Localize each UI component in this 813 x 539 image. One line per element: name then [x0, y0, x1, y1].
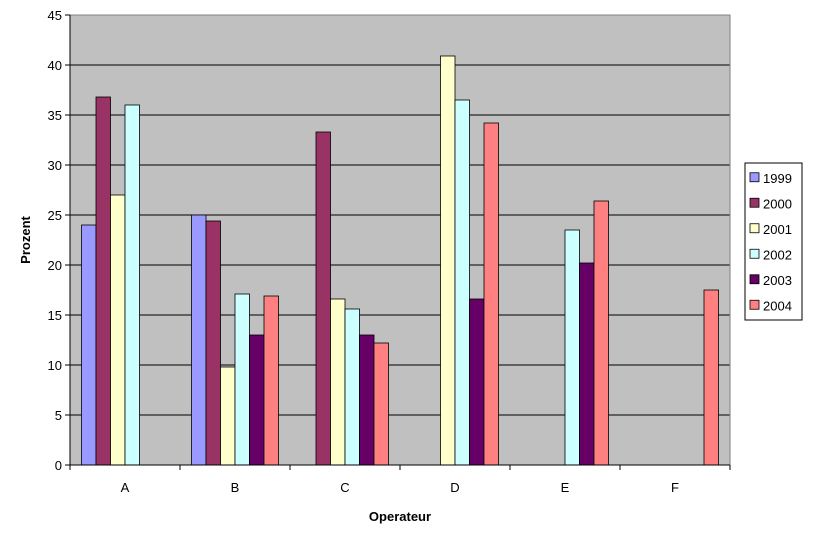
y-tick-label: 20 — [48, 258, 62, 273]
x-tick-label: D — [450, 480, 459, 495]
legend-label-2000: 2000 — [763, 196, 792, 211]
x-tick-labels: A B C D E F — [121, 480, 679, 495]
bar-2003-C — [359, 334, 375, 466]
bar-2000-C — [315, 131, 331, 466]
x-tick-label: E — [561, 480, 570, 495]
bar-2004-D — [483, 122, 499, 466]
legend-swatch-2001 — [749, 223, 760, 234]
bar-2002-E — [564, 229, 580, 466]
y-tick-label: 25 — [48, 208, 62, 223]
y-tick-label: 10 — [48, 358, 62, 373]
bar-2004-E — [593, 200, 609, 466]
plot-area — [70, 15, 730, 465]
bar-2000-B — [205, 220, 221, 466]
y-axis-title: Prozent — [18, 215, 33, 263]
bar-2003-E — [579, 262, 595, 466]
legend-label-2003: 2003 — [763, 273, 792, 288]
bar-2003-D — [469, 298, 485, 466]
y-tick-label: 35 — [48, 108, 62, 123]
bar-2004-C — [373, 342, 389, 466]
legend-box — [744, 162, 803, 321]
legend-swatch-2004 — [749, 299, 760, 310]
y-tick-label: 5 — [55, 408, 62, 423]
x-tick-label: F — [671, 480, 679, 495]
bar-2004-F — [703, 289, 719, 466]
legend-label-1999: 1999 — [763, 171, 792, 186]
bar-2002-C — [344, 308, 360, 466]
legend-swatch-2002 — [749, 248, 760, 259]
legend: 1999 2000 2001 2002 2003 2004 — [744, 162, 803, 321]
bar-2002-A — [124, 104, 140, 466]
bar-2001-C — [330, 298, 346, 466]
bar-2004-B — [263, 295, 279, 466]
bar-2001-B — [220, 366, 236, 466]
x-tick-label: B — [231, 480, 240, 495]
bar-1999-A — [81, 224, 97, 466]
legend-label-2001: 2001 — [763, 222, 792, 237]
y-tick-label: 0 — [55, 458, 62, 473]
y-tick-labels: 0 5 10 15 20 25 30 35 40 45 — [48, 8, 62, 473]
legend-label-2004: 2004 — [763, 298, 792, 313]
bar-2000-A — [95, 96, 111, 466]
bar-2001-D — [440, 55, 456, 466]
y-tick-label: 40 — [48, 58, 62, 73]
y-tick-label: 15 — [48, 308, 62, 323]
bar-2003-B — [249, 334, 265, 466]
bar-2002-B — [234, 293, 250, 466]
legend-label-2002: 2002 — [763, 247, 792, 262]
x-tick-label: C — [340, 480, 349, 495]
y-tick-label: 30 — [48, 158, 62, 173]
legend-swatch-1999 — [749, 172, 760, 183]
bar-2001-A — [110, 194, 126, 466]
x-axis-title: Operateur — [369, 509, 431, 524]
legend-swatch-2003 — [749, 274, 760, 285]
axes — [65, 14, 731, 470]
y-tick-label: 45 — [48, 8, 62, 23]
bar-2002-D — [454, 99, 470, 466]
bars — [81, 55, 719, 466]
legend-swatch-2000 — [749, 197, 760, 208]
bar-1999-B — [191, 214, 207, 466]
x-tick-label: A — [121, 480, 130, 495]
